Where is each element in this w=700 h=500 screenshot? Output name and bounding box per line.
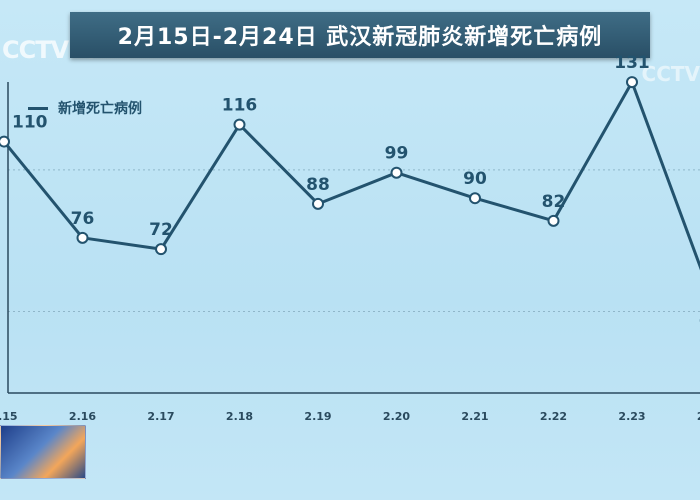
data-label-2.16: 76 (71, 209, 95, 229)
x-tick-labels: 2.15 2.16 2.17 2.18 2.19 2.20 2.21 2.22 2.23 2.24 (0, 410, 700, 423)
data-label-2.21: 90 (463, 169, 487, 189)
x-tick-2.24: 2.24 (697, 410, 700, 423)
data-point-2.19 (312, 197, 324, 210)
video-inset-thumbnail (0, 425, 86, 479)
axes (7, 82, 700, 394)
data-label-2.18: 116 (222, 96, 258, 116)
data-point-2.16 (76, 231, 89, 244)
data-labels: 110 76 72 116 88 99 90 82 131 56 (12, 53, 700, 327)
x-tick-2.22: 2.22 (540, 410, 567, 423)
data-point-2.15 (0, 135, 10, 148)
x-tick-2.20: 2.20 (383, 410, 410, 423)
gridlines (8, 169, 700, 312)
data-label-2.23: 131 (614, 53, 650, 73)
data-label-2.22: 82 (542, 192, 566, 212)
series-line (2, 80, 700, 271)
data-label-2.20: 99 (385, 144, 409, 164)
legend: 新增死亡病例 (28, 98, 142, 118)
legend-swatch (28, 106, 48, 110)
data-point-2.17 (155, 243, 167, 256)
x-tick-2.15: 2.15 (0, 410, 18, 423)
chart-title: 2月15日-2月24日 武汉新冠肺炎新增死亡病例 (117, 25, 603, 50)
data-label-2.24: 56 (699, 307, 700, 327)
legend-label: 新增死亡病例 (58, 101, 142, 117)
data-label-2.17: 72 (149, 220, 173, 240)
x-tick-2.17: 2.17 (147, 410, 174, 423)
data-point-2.22 (547, 214, 560, 227)
data-label-2.15: 110 (12, 113, 48, 133)
data-point-2.23 (626, 76, 638, 89)
data-point-2.20 (390, 166, 403, 179)
data-markers (0, 76, 638, 256)
cctv-logo: CCTV (641, 62, 700, 86)
title-banner: 2月15日-2月24日 武汉新冠肺炎新增死亡病例 (70, 12, 650, 58)
series-polyline (2, 80, 700, 271)
x-tick-2.16: 2.16 (69, 410, 96, 423)
x-tick-2.21: 2.21 (461, 410, 488, 423)
data-point-2.18 (233, 118, 246, 131)
x-tick-2.18: 2.18 (226, 410, 253, 423)
x-tick-2.19: 2.19 (304, 410, 331, 423)
data-label-2.19: 88 (306, 175, 330, 195)
data-point-2.21 (469, 192, 481, 205)
x-tick-2.23: 2.23 (618, 410, 645, 423)
